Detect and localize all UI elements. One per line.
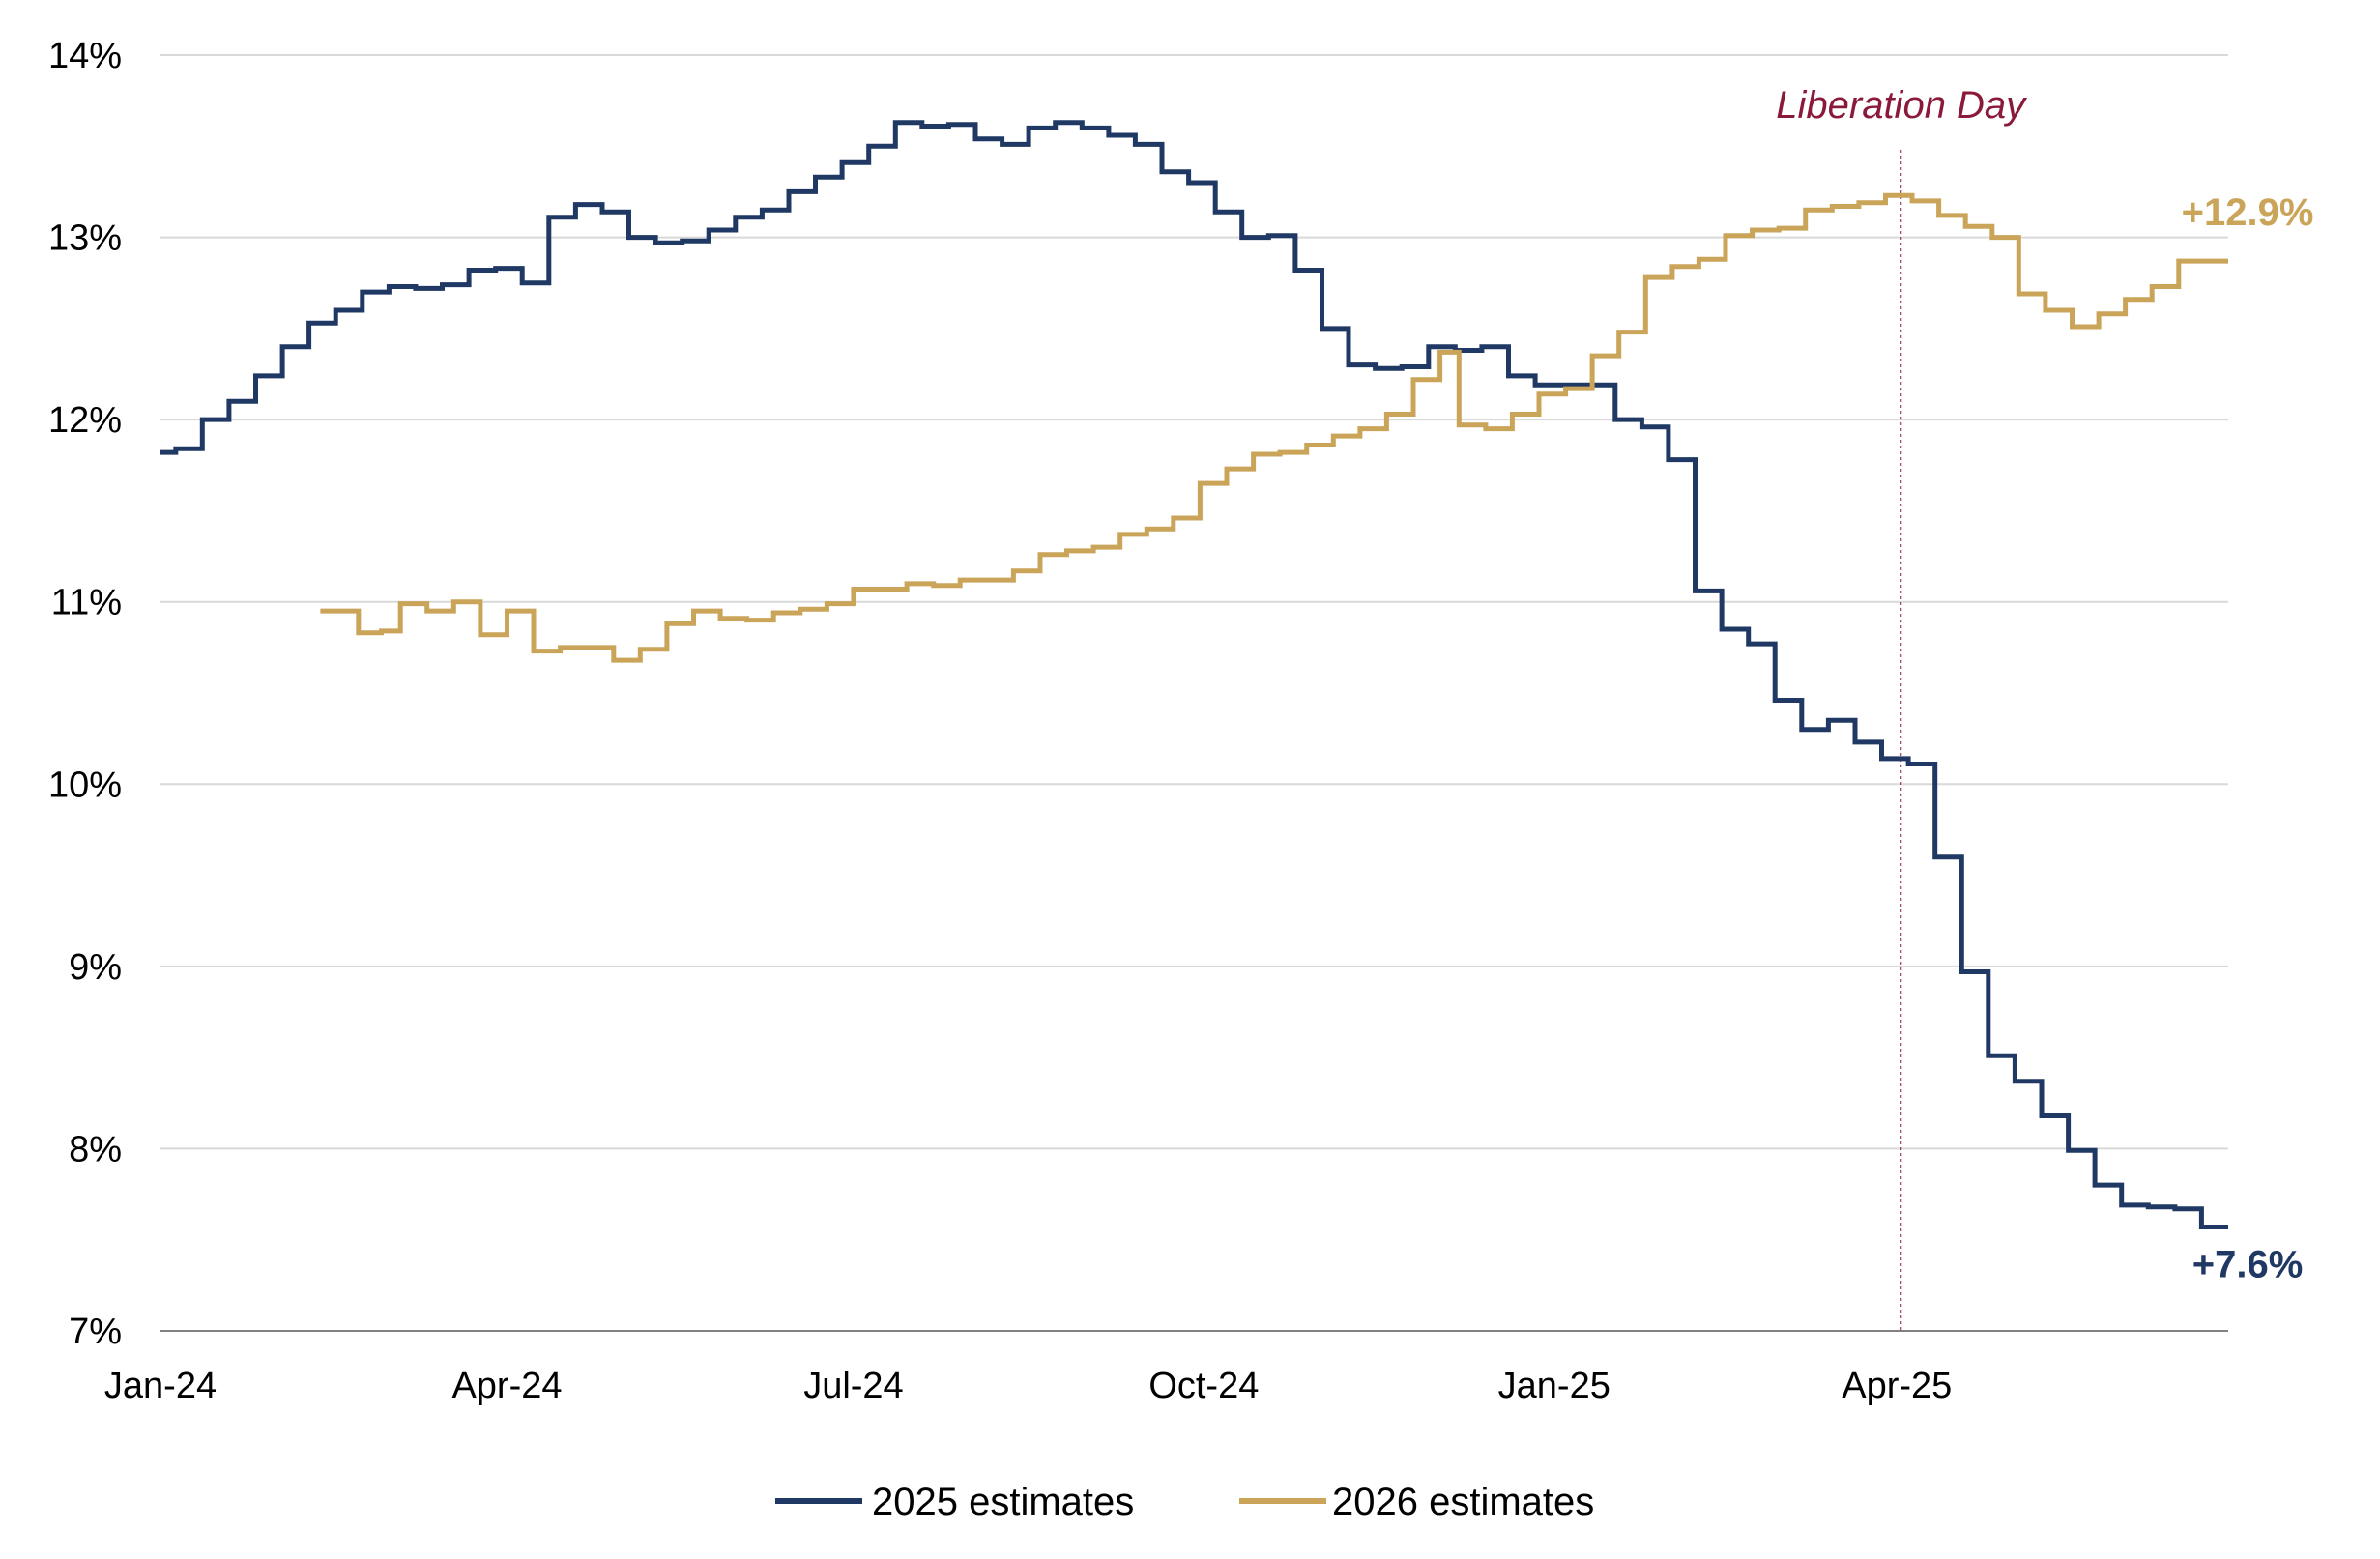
y-tick-label: 8% [69,1129,122,1169]
legend: 2025 estimates 2026 estimates [775,1481,1594,1523]
y-tick-label: 9% [69,947,122,988]
series-line-2025-estimates [160,120,2228,1229]
x-tick-label: Oct-24 [1148,1366,1259,1406]
end-label: +12.9% [2182,191,2314,234]
x-tick-label: Jan-25 [1498,1366,1611,1406]
y-tick-label: 13% [48,218,122,259]
x-tick-label: Jan-24 [104,1366,217,1406]
y-tick-label: 11% [51,583,122,623]
y-tick-label: 10% [48,765,122,805]
legend-label: 2026 estimates [1332,1481,1594,1523]
y-tick-label: 7% [69,1312,122,1352]
axes: 7% 8% 9% 10% 11% 12% 13% 14% Jan-24 Apr-24 Jul-24 O… [48,36,2228,1406]
series-lines [160,120,2228,1229]
legend-label: 2025 estimates [872,1481,1134,1523]
x-tick-label: Apr-24 [451,1366,562,1406]
x-tick-label: Jul-24 [803,1366,904,1406]
y-tick-label: 14% [48,36,122,76]
gridlines [160,54,2228,1150]
end-labels: +12.9% +7.6% [2182,191,2314,1285]
end-label: +7.6% [2192,1244,2304,1286]
series-line-2026-estimates [320,192,2228,663]
liberation-day-label: Liberation Day [1776,84,2028,127]
x-tick-label: Apr-25 [1842,1366,1952,1406]
y-tick-label: 12% [48,400,122,441]
annotations: Liberation Day [1776,84,2028,1331]
